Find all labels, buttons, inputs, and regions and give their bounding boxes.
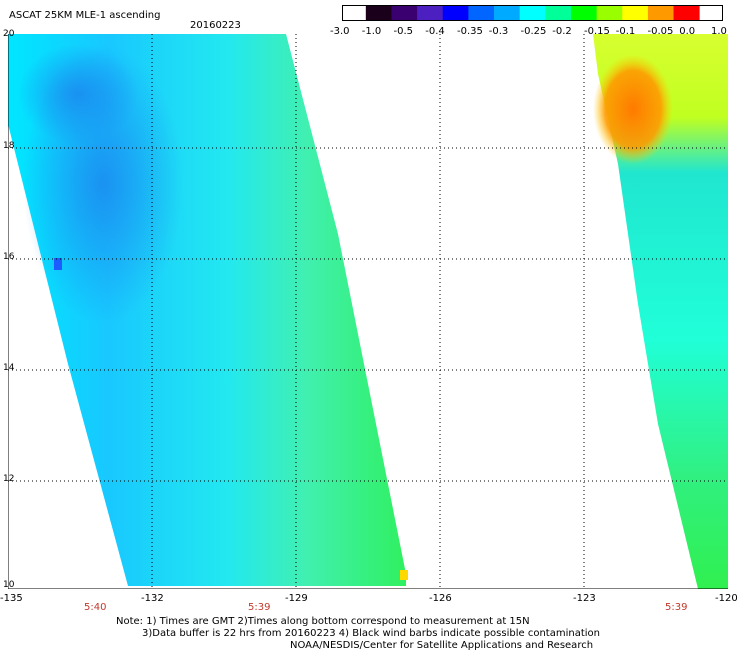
colorbar-swatch [570,6,598,20]
colorbar-label: -1.0 [361,26,382,37]
plot-date: 20160223 [190,20,241,31]
lon-label-123: -123 [573,593,596,604]
lon-label-120: -120 [715,593,738,604]
time-label: 5:40 [84,602,107,613]
colorbar-label: -0.35 [457,26,483,37]
colorbar-swatch [365,6,392,20]
colorbar-swatch [673,6,700,20]
note-line-1: Note: 1) Times are GMT 2)Times along bot… [116,616,530,627]
colorbar-label: -0.4 [425,26,445,37]
colorbar [342,5,723,21]
map-plot [8,34,728,589]
colorbar-label: 0.0 [679,26,696,37]
grid-lines [8,34,728,589]
yellow-pixel [400,570,408,580]
lat-label-16: 16 [3,252,15,262]
lon-label-126: -126 [429,593,452,604]
colorbar-label: -0.5 [393,26,414,37]
colorbar-swatch [519,6,546,20]
note-line-2: 3)Data buffer is 22 hrs from 20160223 4)… [142,628,600,639]
lon-label-132: -132 [141,593,164,604]
colorbar-label: -0.1 [615,26,636,37]
colorbar-label: -0.2 [552,26,572,37]
note-line-3: NOAA/NESDIS/Center for Satellite Applica… [290,640,594,651]
blue-pixel [54,258,62,270]
lat-label-12: 12 [3,474,15,484]
colorbar-swatch [442,6,469,20]
colorbar-swatch [494,6,521,20]
colorbar-swatch [647,6,674,20]
colorbar-swatch [545,6,572,20]
colorbar-swatch [622,6,649,20]
colorbar-label: -0.15 [584,26,610,37]
colorbar-swatch [417,6,444,20]
lat-label-20: 20 [3,29,15,39]
plot-title: ASCAT 25KM MLE-1 ascending [9,10,161,21]
lon-label-135: -135 [0,593,23,604]
time-label: 5:39 [665,602,688,613]
colorbar-label: -3.0 [330,26,350,37]
blue-region [18,44,138,144]
colorbar-swatch [468,6,495,20]
colorbar-label: 1.0 [711,26,727,37]
colorbar-swatch [391,6,418,20]
orange-region [593,54,673,164]
colorbar-label: -0.25 [520,26,547,37]
right-swath [593,34,728,589]
colorbar-label: -0.05 [647,26,674,37]
colorbar-label: -0.3 [488,26,509,37]
time-label: 5:39 [248,602,271,613]
lat-label-10: 10 [3,580,15,590]
lat-label-18: 18 [3,141,15,151]
lon-label-129: -129 [285,593,308,604]
lat-label-14: 14 [3,363,15,373]
colorbar-swatch [596,6,623,20]
